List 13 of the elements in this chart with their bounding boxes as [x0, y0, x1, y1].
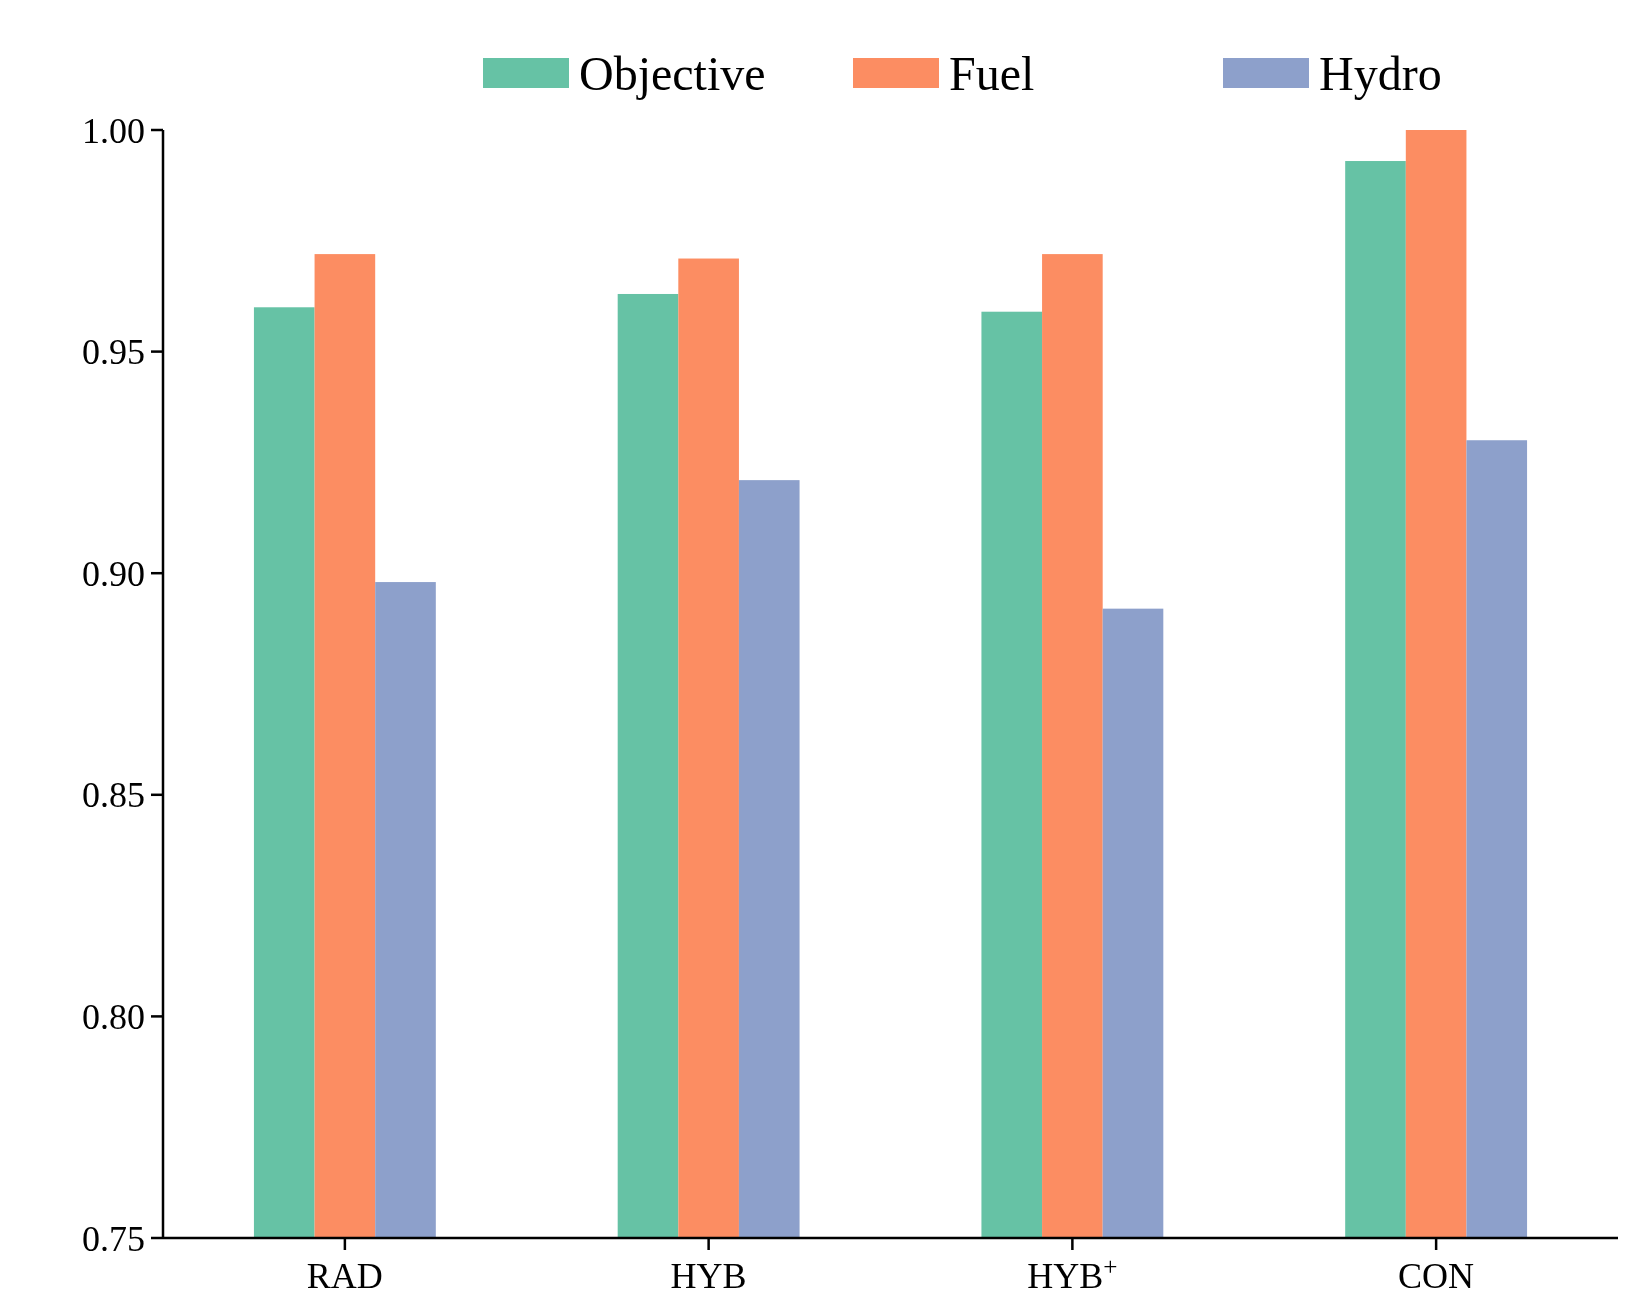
x-tick-label: HYB — [670, 1256, 747, 1296]
legend-label: Objective — [579, 46, 766, 100]
x-tick-label: CON — [1398, 1256, 1475, 1296]
y-tick-label: 1.00 — [82, 110, 145, 151]
x-tick-label: RAD — [306, 1256, 383, 1296]
y-tick-label: 0.80 — [82, 997, 145, 1037]
x-tick-label: HYB$^{+}$ — [1027, 1252, 1118, 1296]
y-tick-label: 0.75 — [82, 1218, 145, 1259]
y-tick-label: 0.90 — [82, 553, 145, 594]
legend-label: Hydro — [1319, 46, 1442, 100]
y-tick-label: 0.85 — [82, 775, 145, 816]
y-tick-label: 0.95 — [82, 332, 145, 373]
legend-label: Fuel — [949, 46, 1035, 100]
